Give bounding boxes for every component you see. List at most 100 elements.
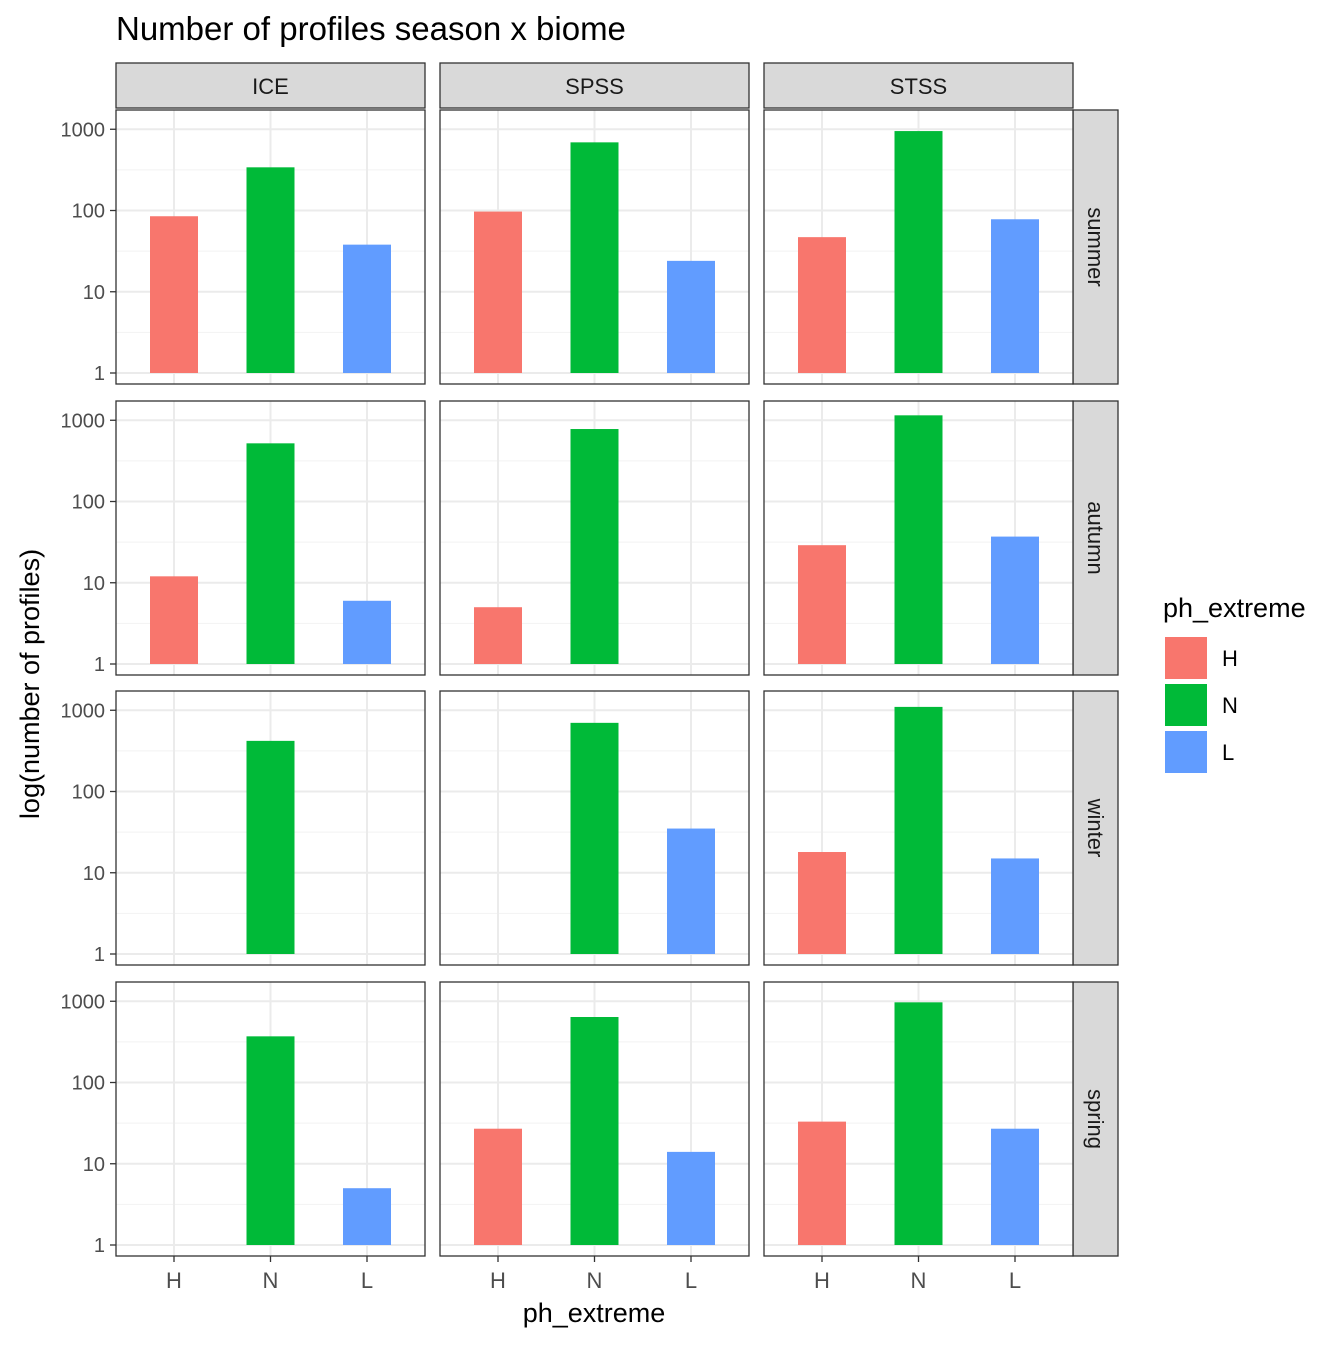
legend-entry-h: H xyxy=(1165,637,1238,679)
bar-h xyxy=(150,576,198,664)
panel-ice-spring: 1 10 100 1000 H N L xyxy=(61,981,426,1293)
legend-label: H xyxy=(1222,646,1238,671)
bar-h xyxy=(474,1128,522,1245)
y-tick-label: 100 xyxy=(72,492,105,514)
bar-l xyxy=(667,828,715,954)
y-tick-label: 1000 xyxy=(61,119,106,141)
facet-strip-bg xyxy=(1072,109,1119,385)
bar-n xyxy=(894,415,943,664)
panel-border xyxy=(115,400,426,676)
panel-ice-winter: 1 10 100 1000 xyxy=(61,690,426,966)
facet-strip-label: ICE xyxy=(252,74,289,99)
y-tick-label: 100 xyxy=(72,1073,105,1095)
bar-h xyxy=(150,216,198,373)
panel-ice-autumn: 1 10 100 1000 xyxy=(61,400,426,676)
facet-strip-label: autumn xyxy=(1083,501,1108,574)
facet-strip-autumn: autumn xyxy=(1072,400,1119,676)
bar-l xyxy=(991,536,1039,664)
bar-n xyxy=(246,740,295,954)
panel-stss-autumn xyxy=(763,400,1074,676)
y-tick-label: 1000 xyxy=(61,991,106,1013)
bar-h xyxy=(798,1121,846,1245)
y-tick-label: 1 xyxy=(94,944,105,966)
x-tick-label: L xyxy=(361,1268,373,1293)
facet-strip-bg xyxy=(115,62,426,109)
panel-spss-winter xyxy=(439,690,750,966)
y-tick-label: 1 xyxy=(94,654,105,676)
y-tick-label: 10 xyxy=(83,282,105,304)
legend-label: L xyxy=(1222,740,1234,765)
y-tick-label: 10 xyxy=(83,1154,105,1176)
bar-h xyxy=(474,211,522,373)
panel-border xyxy=(115,109,426,385)
facet-strip-stss: STSS xyxy=(763,62,1074,109)
legend-entry-n: N xyxy=(1165,684,1238,726)
bar-n xyxy=(570,1017,619,1245)
bar-l xyxy=(343,244,391,373)
bar-h xyxy=(474,607,522,664)
x-tick-label: L xyxy=(1009,1268,1021,1293)
facet-strip-bg xyxy=(1072,400,1119,676)
bar-h xyxy=(798,852,846,954)
x-axis-title: ph_extreme xyxy=(523,1298,666,1328)
x-tick-label: N xyxy=(263,1268,279,1293)
facet-strip-winter: winter xyxy=(1072,690,1119,966)
facet-strip-bg xyxy=(763,62,1074,109)
legend-key xyxy=(1165,637,1207,679)
panel-border xyxy=(763,400,1074,676)
panel-stss-winter xyxy=(763,690,1074,966)
bar-l xyxy=(667,1151,715,1245)
bar-n xyxy=(246,1036,295,1245)
legend-label: N xyxy=(1222,693,1238,718)
bar-n xyxy=(894,706,943,954)
bar-n xyxy=(894,131,943,373)
panel-ice-summer: 1 10 100 1000 xyxy=(61,109,426,385)
x-tick-label: H xyxy=(166,1268,182,1293)
facet-strip-label: winter xyxy=(1083,798,1108,858)
legend-title: ph_extreme xyxy=(1163,593,1306,623)
bar-n xyxy=(570,722,619,954)
facet-strip-spring: spring xyxy=(1072,981,1119,1257)
y-tick-label: 1000 xyxy=(61,700,106,722)
y-tick-label: 1 xyxy=(94,363,105,385)
facet-strip-spss: SPSS xyxy=(439,62,750,109)
panel-border xyxy=(763,109,1074,385)
panel-border xyxy=(115,690,426,966)
legend-entry-l: L xyxy=(1165,731,1234,773)
panel-spss-autumn xyxy=(439,400,750,676)
legend-key xyxy=(1165,684,1207,726)
bar-n xyxy=(570,429,619,664)
bar-n xyxy=(894,1002,943,1245)
facet-strip-label: summer xyxy=(1083,207,1108,286)
y-tick-label: 1000 xyxy=(61,410,106,432)
panel-spss-summer xyxy=(439,109,750,385)
x-tick-label: N xyxy=(587,1268,603,1293)
bar-n xyxy=(570,142,619,373)
bar-l xyxy=(667,260,715,373)
panel-border xyxy=(439,400,750,676)
bar-h xyxy=(798,237,846,373)
bar-n xyxy=(246,167,295,373)
legend-key xyxy=(1165,731,1207,773)
y-tick-label: 10 xyxy=(83,573,105,595)
y-tick-label: 100 xyxy=(72,201,105,223)
facet-strip-label: spring xyxy=(1083,1089,1108,1149)
y-axis-title: log(number of profiles) xyxy=(15,549,45,819)
bar-h xyxy=(798,545,846,664)
bar-l xyxy=(991,219,1039,373)
facet-strip-bg xyxy=(1072,981,1119,1257)
bar-l xyxy=(991,1128,1039,1245)
panel-stss-summer xyxy=(763,109,1074,385)
x-tick-label: L xyxy=(685,1268,697,1293)
bar-n xyxy=(246,443,295,664)
x-tick-label: H xyxy=(490,1268,506,1293)
facet-strip-summer: summer xyxy=(1072,109,1119,385)
bar-l xyxy=(343,600,391,664)
x-tick-label: H xyxy=(814,1268,830,1293)
facet-strip-label: STSS xyxy=(890,74,947,99)
bar-l xyxy=(991,858,1039,954)
y-tick-label: 100 xyxy=(72,782,105,804)
